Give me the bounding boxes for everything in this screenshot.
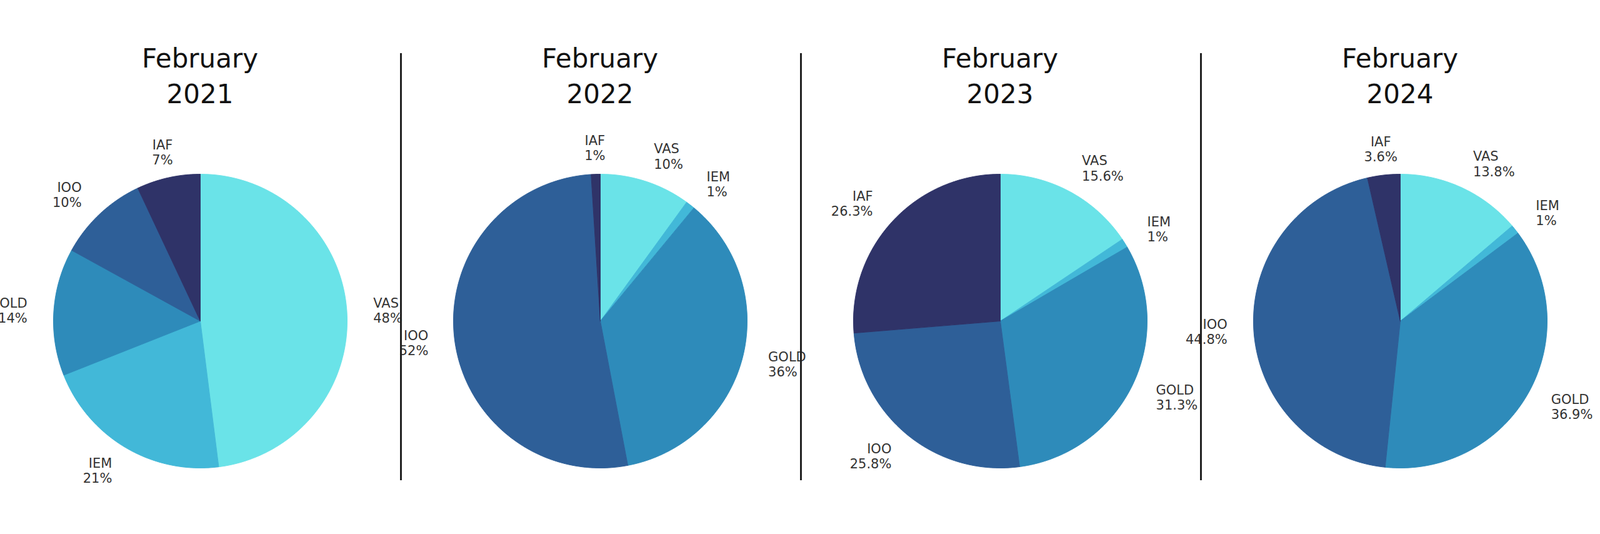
html-text:GOLD: GOLD [768, 349, 807, 365]
svg-text:GOLD36.9%: GOLD36.9% [1551, 391, 1594, 422]
svg-text:IEM1%: IEM1% [1535, 198, 1560, 229]
svg-text:VAS48%: VAS48% [373, 295, 403, 326]
svg-text:IOO25.8%: IOO25.8% [850, 441, 892, 472]
svg-text:GOLD31.3%: GOLD31.3% [1156, 382, 1199, 413]
html-text:February 2023: February 2023 [941, 43, 1059, 110]
svg-text:IOO52%: IOO52% [399, 328, 429, 359]
svg-text:IOO10%: IOO10% [52, 180, 82, 210]
svg-text:IAF26.3%: IAF26.3% [831, 188, 874, 219]
svg-text:IEM21%: IEM21% [83, 455, 113, 486]
svg-text:IOO44.8%: IOO44.8% [1185, 316, 1228, 347]
svg-text:IEM1%: IEM1% [1147, 214, 1172, 245]
html-text:February 2021: February 2021 [141, 43, 259, 110]
html-text:36%: 36% [768, 364, 798, 380]
svg-text:IAF7%: IAF7% [151, 137, 173, 168]
svg-text:IAF1%: IAF1% [584, 133, 605, 164]
html-text:February 2024: February 2024 [1341, 43, 1459, 110]
html-text:February 2022: February 2022 [541, 43, 659, 110]
svg-text:VAS10%: VAS10% [653, 141, 684, 172]
svg-text:IEM1%: IEM1% [706, 169, 730, 200]
svg-text:IAF3.6%: IAF3.6% [1364, 134, 1398, 165]
svg-text:GOLD14%: GOLD14% [0, 295, 28, 326]
svg-text:VAS13.8%: VAS13.8% [1473, 148, 1515, 179]
svg-text:VAS15.6%: VAS15.6% [1081, 153, 1124, 184]
